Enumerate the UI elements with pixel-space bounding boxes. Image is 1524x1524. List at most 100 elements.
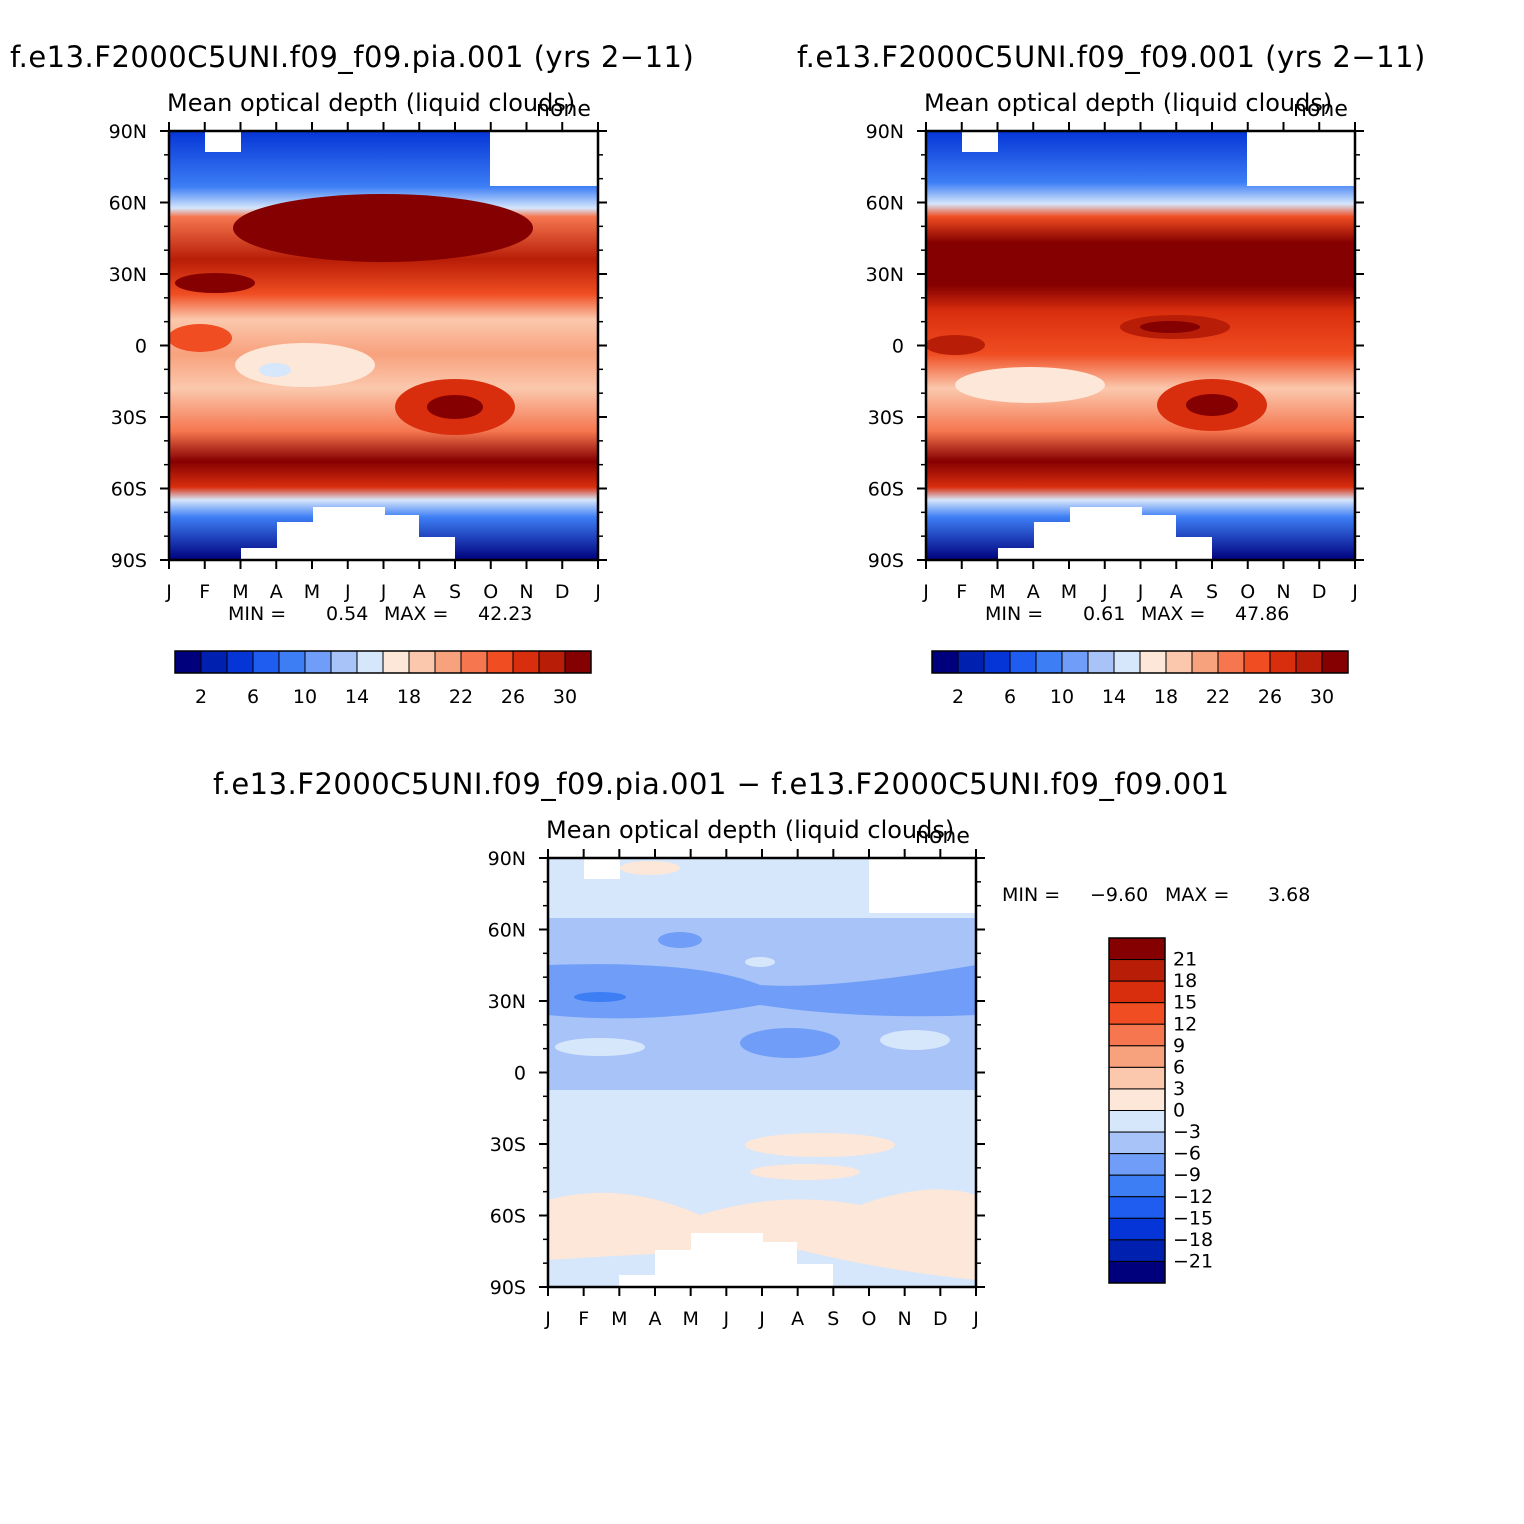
colorbar-label: −18: [1173, 1229, 1213, 1251]
y-tick-label: 60S: [868, 479, 904, 501]
colorbar-label: −15: [1173, 1207, 1213, 1229]
x-tick-label: A: [791, 1308, 804, 1330]
colorbar-frame: [931, 650, 1349, 674]
colorbar-swatch: [1087, 650, 1115, 674]
y-tick-label: 30S: [868, 407, 904, 429]
colorbar-swatch: [1108, 937, 1166, 961]
panel1-corner-label: none: [536, 97, 591, 122]
y-tick-label: 90N: [488, 848, 526, 870]
colorbar-swatch: [1108, 959, 1166, 982]
x-tick-label: A: [413, 581, 426, 603]
colorbar-label: −3: [1173, 1121, 1201, 1143]
x-tick-label: M: [304, 581, 320, 603]
panel2-subtitle: Mean optical depth (liquid clouds): [924, 89, 1333, 117]
colorbar-label: 18: [1173, 970, 1197, 992]
colorbar-swatch: [1165, 650, 1193, 674]
colorbar-label: 26: [1258, 686, 1282, 708]
colorbar-swatch: [1108, 1239, 1166, 1262]
colorbar-swatch: [174, 650, 202, 674]
y-tick-label: 30N: [866, 264, 904, 286]
colorbar-swatch: [512, 650, 540, 674]
colorbar-swatch: [304, 650, 332, 674]
y-tick-label: 60N: [866, 193, 904, 215]
y-tick-label: 90N: [866, 121, 904, 143]
y-tick-label: 60S: [490, 1206, 526, 1228]
panel3-subtitle: Mean optical depth (liquid clouds): [546, 816, 955, 844]
colorbar-swatch: [1108, 1217, 1166, 1241]
colorbar-label: −9: [1173, 1164, 1201, 1186]
panel3-max-label: MAX =: [1165, 884, 1230, 906]
colorbar-swatch: [408, 650, 436, 674]
colorbar-label: 14: [345, 686, 369, 708]
colorbar-swatch: [486, 650, 514, 674]
colorbar-swatch: [1269, 650, 1297, 674]
colorbar-swatch: [1108, 1110, 1166, 1133]
x-tick-label: J: [344, 581, 351, 603]
panel1-max-label: MAX =: [384, 603, 449, 625]
colorbar-label: −6: [1173, 1143, 1201, 1165]
colorbar-swatch: [564, 650, 592, 674]
x-tick-label: J: [165, 581, 172, 603]
colorbar-swatch: [1295, 650, 1323, 674]
panel2-max-label: MAX =: [1141, 603, 1206, 625]
y-tick-label: 60S: [111, 479, 147, 501]
colorbar-swatch: [1108, 1023, 1166, 1047]
colorbar-swatch: [1108, 1045, 1166, 1068]
colorbar-swatch: [1035, 650, 1063, 674]
x-tick-label: A: [270, 581, 283, 603]
panel3-title: f.e13.F2000C5UNI.f09_f09.pia.001 − f.e13…: [213, 767, 1230, 801]
colorbar-swatch: [1217, 650, 1245, 674]
colorbar-swatch: [983, 650, 1011, 674]
x-tick-label: S: [449, 581, 461, 603]
colorbar-swatch: [1108, 980, 1166, 1004]
panel2-max-value: 47.86: [1235, 603, 1290, 625]
y-tick-label: 90S: [490, 1277, 526, 1299]
colorbar-swatch: [1113, 650, 1141, 674]
colorbar-label: 6: [247, 686, 259, 708]
colorbar-swatch: [1321, 650, 1349, 674]
colorbar-swatch: [1108, 1153, 1166, 1176]
colorbar-label: −12: [1173, 1186, 1213, 1208]
colorbar-label: 18: [397, 686, 421, 708]
colorbar-swatch: [538, 650, 566, 674]
colorbar-label: 0: [1173, 1100, 1185, 1122]
x-tick-label: A: [649, 1308, 662, 1330]
colorbar-swatch: [226, 650, 254, 674]
x-tick-label: J: [758, 1308, 765, 1330]
x-tick-label: J: [972, 1308, 979, 1330]
colorbar-label: 3: [1173, 1078, 1185, 1100]
panel2-min-value: 0.61: [1083, 603, 1126, 625]
y-tick-label: 30S: [111, 407, 147, 429]
x-tick-label: N: [519, 581, 533, 603]
y-tick-label: 30N: [109, 264, 147, 286]
colorbar-frame: [174, 650, 592, 674]
panel3-corner-label: none: [915, 824, 970, 849]
colorbar-label: 30: [553, 686, 577, 708]
colorbar-swatch: [1108, 1131, 1166, 1155]
x-tick-label: O: [483, 581, 498, 603]
colorbar-label: 10: [293, 686, 317, 708]
x-tick-label: J: [544, 1308, 551, 1330]
colorbar-label: 22: [449, 686, 473, 708]
x-tick-label: F: [578, 1308, 589, 1330]
colorbar-swatch: [356, 650, 384, 674]
colorbar-swatch: [200, 650, 228, 674]
panel2-contour-field: [925, 131, 1355, 560]
panel2-corner-label: none: [1293, 97, 1348, 122]
colorbar-label: 26: [501, 686, 525, 708]
y-tick-label: 60N: [488, 920, 526, 942]
colorbar-label: 21: [1173, 949, 1197, 971]
colorbar-frame: [1108, 937, 1166, 1284]
y-tick-label: 30S: [490, 1134, 526, 1156]
panel1-min-value: 0.54: [326, 603, 369, 625]
x-tick-label: J: [1137, 581, 1144, 603]
x-tick-label: J: [1101, 581, 1108, 603]
colorbar-swatch: [330, 650, 358, 674]
colorbar-label: 18: [1154, 686, 1178, 708]
panel3-min-label: MIN =: [1002, 884, 1061, 906]
x-tick-label: J: [380, 581, 387, 603]
colorbar-swatch: [460, 650, 488, 674]
panel1-max-value: 42.23: [478, 603, 533, 625]
